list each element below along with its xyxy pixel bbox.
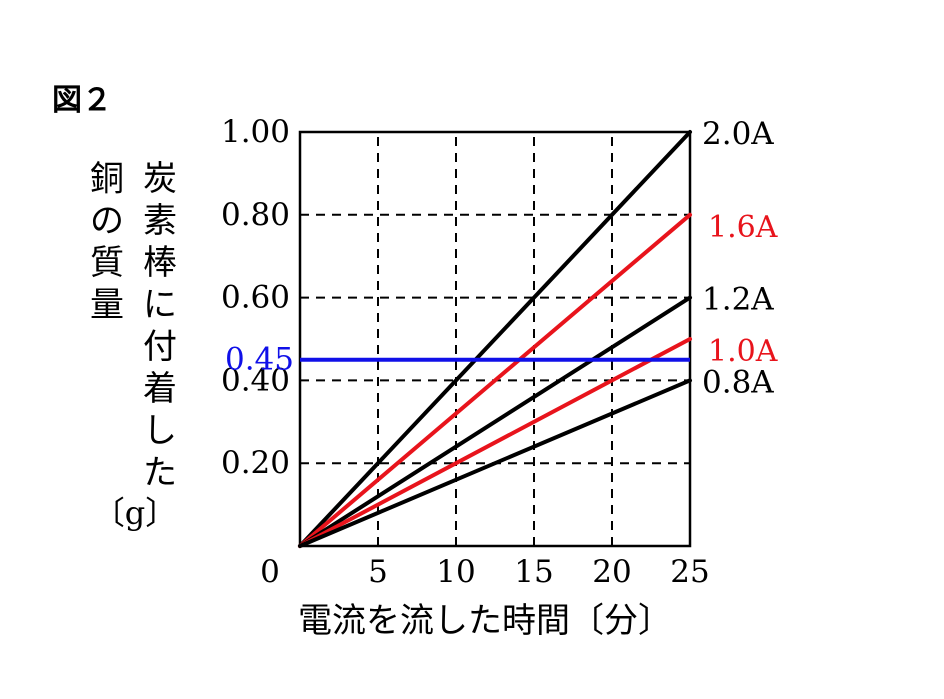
- x-tick-label-10: 10: [436, 554, 475, 590]
- ytitle-col1-text: 炭素棒に付着した: [143, 159, 177, 493]
- y-axis-title-column-2: 銅の質量: [90, 159, 124, 325]
- x-tick-labels: 0 5 10 15 20 25: [260, 554, 710, 590]
- series-labels: 2.0A 1.6A 1.2A 1.0A0.8A: [702, 116, 778, 400]
- x-tick-label-0: 0: [260, 554, 280, 590]
- series-line-1.2A: [298, 295, 692, 548]
- x-tick-label-5: 5: [368, 554, 388, 590]
- reference-line-label: 0.45: [225, 342, 294, 378]
- series-line-0.8A: [298, 378, 692, 548]
- x-tick-label-25: 25: [670, 554, 709, 590]
- series-label-1.2A: 1.2A: [702, 282, 774, 318]
- series-lines: [298, 130, 692, 548]
- x-tick-label-15: 15: [514, 554, 553, 590]
- y-tick-label-0.20: 0.20: [221, 445, 290, 481]
- y-tick-label-0.40: 0.40: [221, 362, 290, 398]
- series-line-2.0A: [298, 130, 692, 548]
- series-line-1.0A: [298, 337, 692, 548]
- y-tick-label-1.00: 1.00: [221, 114, 290, 150]
- series-label-0.8A: 0.8A: [702, 364, 774, 400]
- series-label-2.0A: 2.0A: [702, 116, 774, 152]
- y-tick-labels: 0.20 0.40 0.60 0.80 1.00: [221, 114, 290, 481]
- x-axis-title: 電流を流した時間〔分〕: [298, 601, 672, 641]
- series-label-1.6A: 1.6A: [708, 210, 778, 245]
- y-axis-unit-text: 〔g〕: [93, 494, 178, 532]
- figure-label: 図２: [52, 83, 112, 118]
- y-axis-title-column-1: 炭素棒に付着した: [143, 159, 177, 493]
- x-tick-label-20: 20: [592, 554, 631, 590]
- series-label-1.0A: 1.0A: [708, 334, 778, 369]
- series-line-1.6A: [298, 212, 692, 548]
- reference-line-group: 0.45: [225, 342, 690, 378]
- y-tick-label-0.80: 0.80: [221, 197, 290, 233]
- ytitle-col2-text: 銅の質量: [90, 159, 124, 325]
- y-tick-label-0.60: 0.60: [221, 280, 290, 316]
- y-axis-title-unit: 〔g〕: [93, 494, 178, 532]
